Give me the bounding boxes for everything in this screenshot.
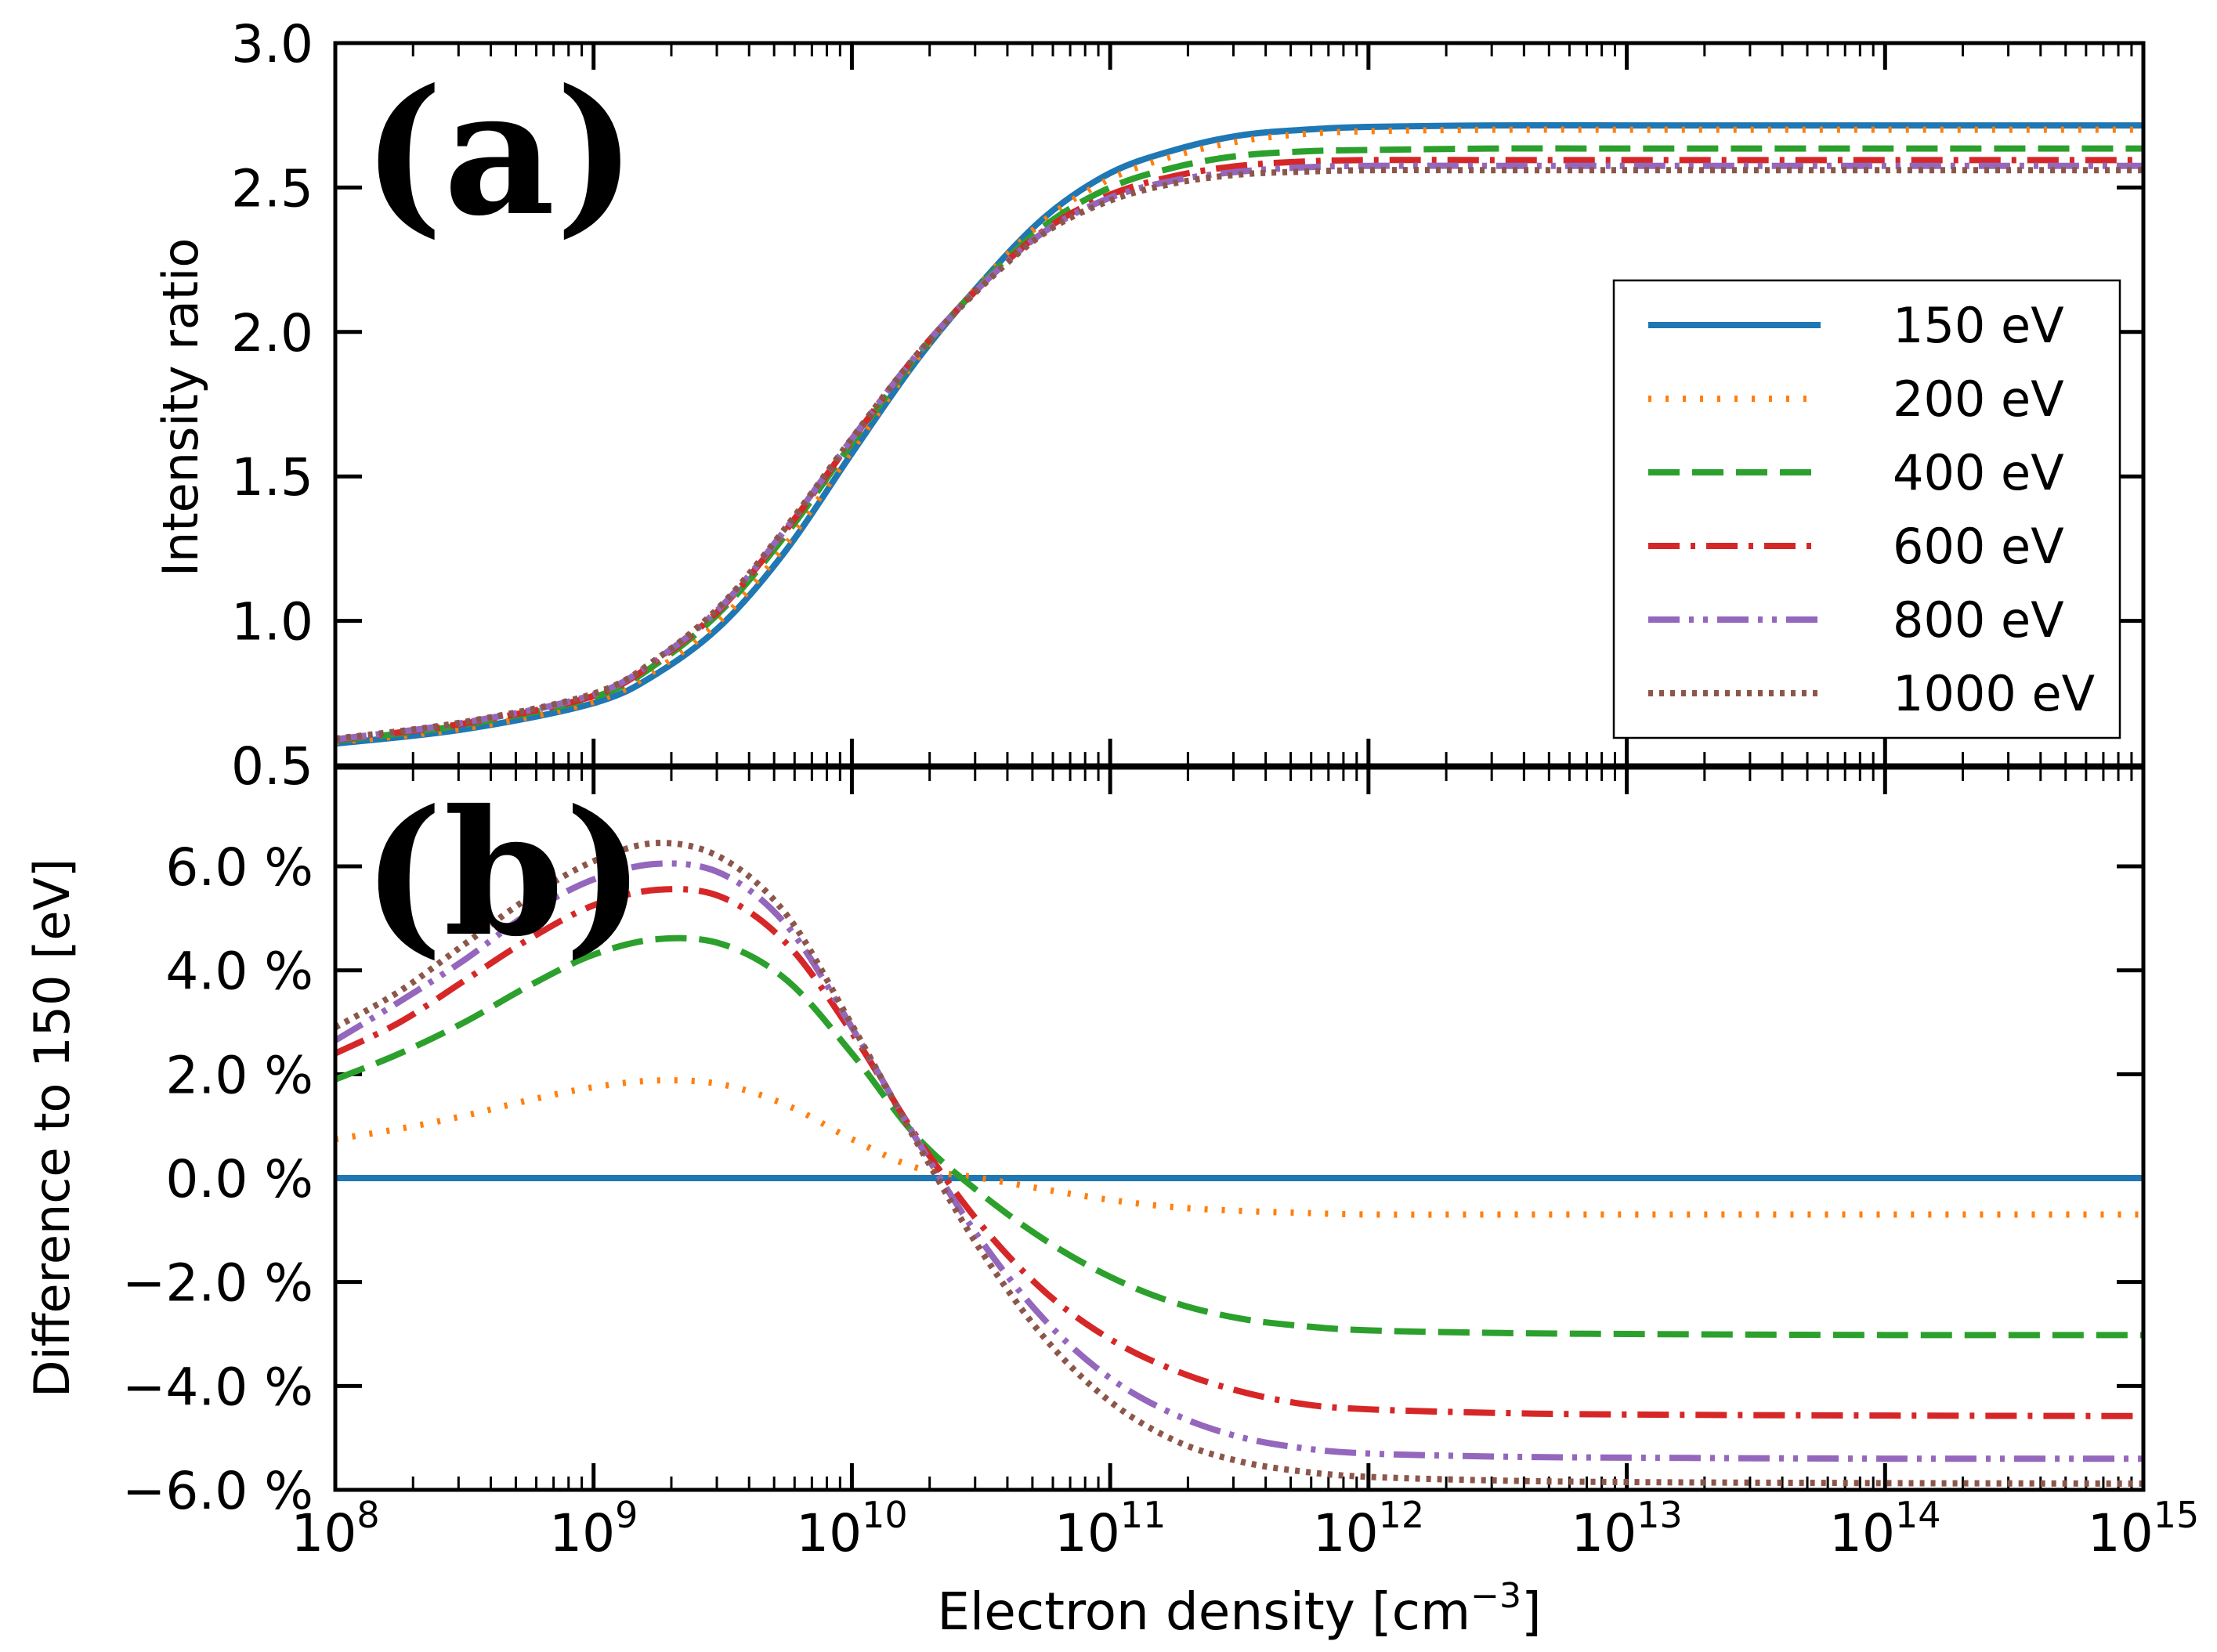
series-line-400-ev xyxy=(334,934,2144,1339)
x-tick-label-exponent: 9 xyxy=(615,1494,638,1536)
panel-b: −6.0 % −4.0 % −2.0 % 0.0 % 2.0 % 4.0 % 6.0 % 1… xyxy=(24,765,2199,1642)
legend-label: 150 eV xyxy=(1893,297,2064,354)
y-tick-label: 3.0 xyxy=(231,14,313,74)
y-tick-label: 0.0 % xyxy=(165,1149,313,1209)
x-tick-label: 1010 xyxy=(796,1494,908,1563)
panel-a-label: (a) xyxy=(362,51,637,254)
y-tick-label: 1.5 xyxy=(231,447,313,508)
series-line-1000-ev xyxy=(335,167,2143,743)
y-tick-label: 6.0 % xyxy=(165,837,313,898)
x-tick-label-exponent: 12 xyxy=(1379,1494,1425,1536)
x-tick-label-exponent: 11 xyxy=(1120,1494,1166,1536)
y-tick-label: 0.5 xyxy=(231,736,313,797)
y-tick-label: 2.0 % xyxy=(165,1045,313,1105)
legend-box xyxy=(1612,279,2121,739)
y-tick-label: 2.5 xyxy=(231,158,313,219)
panel-a-y-axis-label: Intensity ratio xyxy=(152,238,209,577)
legend-label: 400 eV xyxy=(1893,444,2064,501)
x-tick-label-base: 10 xyxy=(291,1503,356,1563)
x-tick-label: 108 xyxy=(291,1494,379,1563)
x-tick-label-base: 10 xyxy=(796,1503,862,1563)
y-tick-label: 2.0 xyxy=(231,303,313,363)
x-tick-label: 1015 xyxy=(2088,1494,2200,1563)
x-tick-label-base: 10 xyxy=(549,1503,615,1563)
legend-label: 1000 eV xyxy=(1893,665,2095,722)
x-tick-label: 1014 xyxy=(1829,1494,1941,1563)
panel-b-label: (b) xyxy=(362,772,646,974)
panel-a-frame xyxy=(333,41,2146,768)
x-tick-label-exponent: 13 xyxy=(1637,1494,1683,1536)
panel-a-y-tick-labels: 0.5 1.0 1.5 2.0 2.5 3.0 xyxy=(231,14,313,797)
x-tick-label-exponent: 10 xyxy=(862,1494,908,1536)
x-tick-label-base: 10 xyxy=(2088,1503,2154,1563)
series-line-200-ev xyxy=(335,1077,2143,1218)
x-axis-label-exponent: −3 xyxy=(1470,1576,1521,1616)
x-tick-label-exponent: 15 xyxy=(2154,1494,2200,1536)
panel-b-frame xyxy=(333,765,2146,1492)
panel-b-y-tick-labels: −6.0 % −4.0 % −2.0 % 0.0 % 2.0 % 4.0 % 6.0 % xyxy=(122,837,313,1521)
legend-label: 800 eV xyxy=(1893,591,2064,649)
y-tick-label: −2.0 % xyxy=(122,1253,313,1314)
panel-a-series xyxy=(335,121,2143,747)
legend-label: 200 eV xyxy=(1893,371,2064,428)
x-axis-label-text: Electron density [cm xyxy=(937,1582,1470,1642)
x-axis-label: Electron density [cm−3] xyxy=(937,1576,1542,1642)
x-tick-label-base: 10 xyxy=(1571,1503,1637,1563)
x-tick-label-base: 10 xyxy=(1313,1503,1379,1563)
x-tick-label-base: 10 xyxy=(1054,1503,1120,1563)
y-tick-label: −4.0 % xyxy=(122,1357,313,1417)
panel-a: 0.5 1.0 1.5 2.0 2.5 3.0 (a) Intensity ratio 1… xyxy=(152,14,2146,797)
x-tick-label-exponent: 14 xyxy=(1895,1494,1941,1536)
legend-label: 600 eV xyxy=(1893,518,2064,575)
y-tick-label: −6.0 % xyxy=(122,1461,313,1521)
x-tick-label: 1013 xyxy=(1571,1494,1683,1563)
x-tick-label: 109 xyxy=(549,1494,638,1563)
panel-b-series xyxy=(333,840,2144,1488)
legend: 150 eV 200 eV 400 eV 600 eV 800 eV 1000 eV xyxy=(1612,279,2121,739)
x-axis-label-close: ] xyxy=(1521,1582,1542,1642)
x-tick-label-base: 10 xyxy=(1829,1503,1895,1563)
x-tick-label: 1011 xyxy=(1054,1494,1166,1563)
series-line-800-ev xyxy=(333,860,2144,1462)
series-line-1000-ev xyxy=(334,840,2144,1488)
x-tick-label: 1012 xyxy=(1313,1494,1425,1563)
series-line-600-ev xyxy=(334,886,2144,1419)
x-tick-label-exponent: 8 xyxy=(356,1494,379,1536)
y-tick-label: 1.0 xyxy=(231,592,313,652)
panel-b-y-axis-label: Difference to 150 [eV] xyxy=(24,859,81,1397)
y-tick-label: 4.0 % xyxy=(165,942,313,1002)
panel-b-x-tick-labels: 108 109 1010 1011 1012 1013 1014 1015 xyxy=(291,1494,2199,1563)
